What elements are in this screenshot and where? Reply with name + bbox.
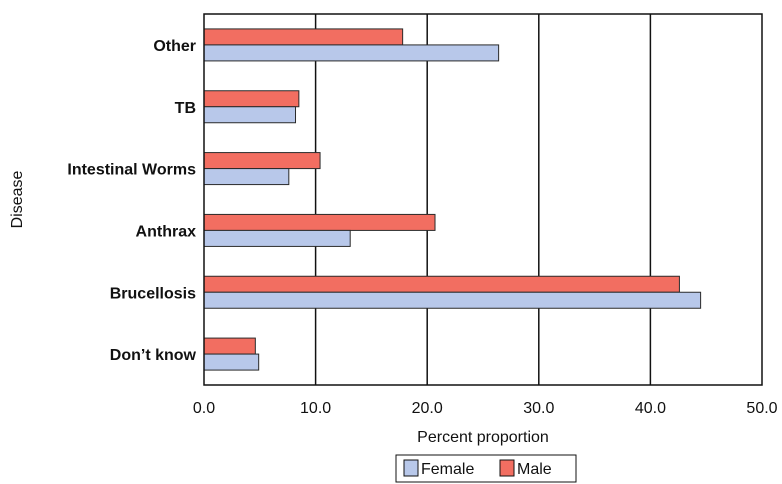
category-label: Anthrax [136,223,197,240]
legend-swatch-female [403,459,419,477]
legend-label-male: Male [517,461,552,478]
x-axis-title: Percent proportion [417,429,549,446]
category-label: Don’t know [110,347,197,364]
y-axis-title: Disease [9,171,26,229]
category-labels: Other TB Intestinal Worms Anthrax Brucellosi… [67,38,196,364]
bar-female-don-t-know [203,353,260,371]
category-label: Brucellosis [110,285,196,302]
bar-male-don-t-know [203,337,256,355]
tick-labels: 0.0 10.0 20.0 30.0 40.0 50.0 [193,400,778,417]
x-tick-label: 10.0 [300,400,331,417]
bar-female-tb [203,106,297,124]
legend-label-female: Female [421,461,474,478]
bar-male-anthrax [203,213,436,231]
bar-female-anthrax [203,229,351,247]
gridlines [314,14,652,385]
category-label: TB [175,100,196,117]
bar-female-intestinal-worms [203,168,290,186]
bar-male-intestinal-worms [203,152,321,170]
plot-frame [203,13,763,386]
x-tick-label: 40.0 [635,400,666,417]
bars [203,28,702,371]
bar-male-other [203,28,404,46]
bar-male-tb [203,90,300,108]
bar-female-other [203,44,500,62]
legend: Female Male [395,454,577,483]
x-tick-label: 20.0 [412,400,443,417]
legend-swatch-male [499,459,515,477]
x-tick-label: 0.0 [193,400,215,417]
category-label: Other [153,38,196,55]
bar-female-brucellosis [203,291,702,309]
x-tick-label: 50.0 [746,400,777,417]
bar-male-brucellosis [203,275,680,293]
x-tick-label: 30.0 [523,400,554,417]
category-label: Intestinal Worms [67,162,196,179]
legend-box [395,454,577,483]
